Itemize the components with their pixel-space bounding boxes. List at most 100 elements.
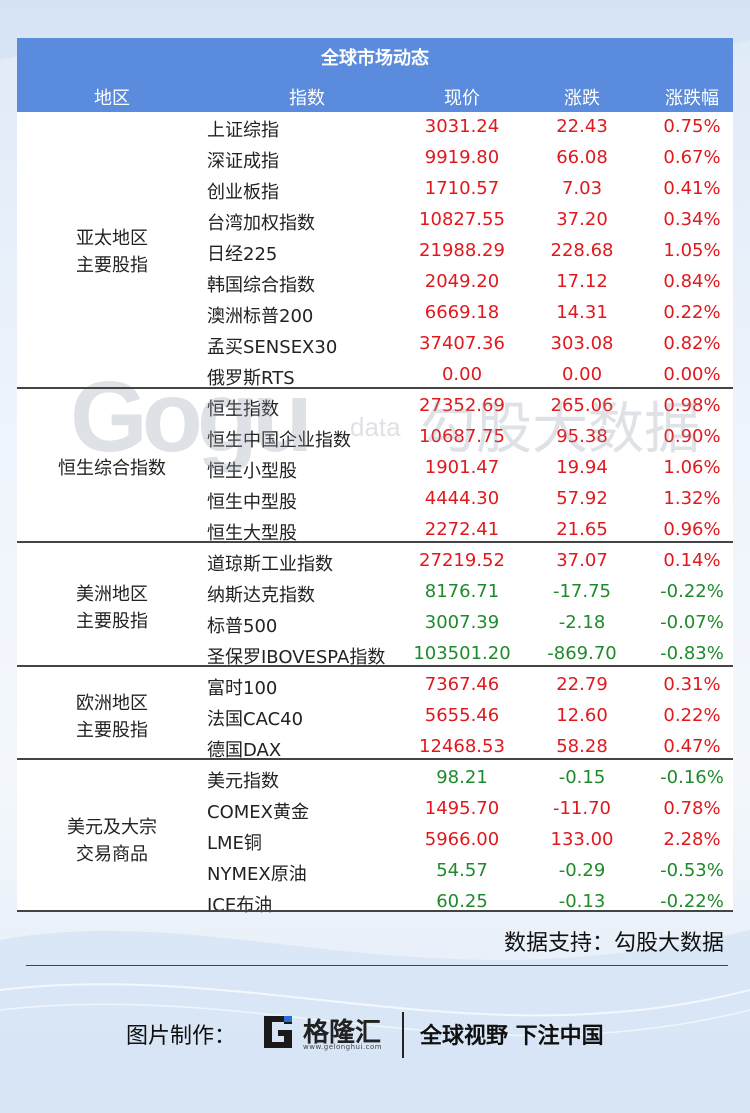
region-label-line: 美洲地区 [76,584,148,605]
change-pct-cell: -0.22% [660,891,724,912]
change-cell: 22.79 [556,674,608,695]
index-name: 法国CAC40 [207,709,304,730]
change-cell: -0.13 [558,891,606,912]
region-label-line: 美元及大宗 [67,816,157,838]
index-name: 德国DAX [207,740,282,761]
table-row: COMEX黄金 1495.70 -11.70 0.78% [17,794,733,825]
price-cell: 21988.29 [419,240,505,261]
price-cell: 4444.30 [424,488,500,509]
table-row: 法国CAC40 5655.46 12.60 0.22% [17,701,733,732]
price-cell: 98.21 [436,767,488,788]
table-row: 美元指数 98.21 -0.15 -0.16% [17,763,733,794]
group-divider [17,758,733,760]
table-row: 恒生小型股 1901.47 19.94 1.06% [17,453,733,484]
footer-label: 图片制作： [126,1024,237,1049]
change-pct-cell: 0.96% [663,519,721,540]
table-row: 恒生中型股 4444.30 57.92 1.32% [17,484,733,515]
index-name: 深证成指 [207,151,279,172]
index-name: COMEX黄金 [207,802,309,823]
table-row: 富时100 7367.46 22.79 0.31% [17,670,733,701]
change-pct-cell: 1.05% [663,240,721,261]
table-row: 圣保罗IBOVESPA指数 103501.20 -869.70 -0.83% [17,639,733,670]
table-row: 道琼斯工业指数 27219.52 37.07 0.14% [17,546,733,577]
logo-name: 格隆汇 [303,1018,382,1048]
index-name: LME铜 [207,833,262,854]
region-label: 美洲地区 主要股指 [17,581,207,635]
price-cell: 54.57 [436,860,488,881]
change-cell: 22.43 [556,116,608,137]
region-label-line: 主要股指 [76,611,148,632]
price-cell: 5966.00 [424,829,500,850]
table-row: 上证综指 3031.24 22.43 0.75% [17,112,733,143]
group-divider [17,387,733,389]
change-pct-cell: 0.22% [663,302,721,323]
price-cell: 10687.75 [419,426,505,447]
change-cell: 21.65 [556,519,608,540]
index-name: NYMEX原油 [207,864,307,885]
price-cell: 1901.47 [424,457,500,478]
change-pct-cell: 0.00% [663,364,721,385]
change-pct-cell: -0.22% [660,581,724,602]
price-cell: 27352.69 [419,395,505,416]
price-cell: 7367.46 [424,674,500,695]
table-row: 创业板指 1710.57 7.03 0.41% [17,174,733,205]
price-cell: 2049.20 [424,271,500,292]
region-label-line: 亚太地区 [76,227,148,249]
index-name: 韩国综合指数 [207,275,315,296]
table-row: 恒生大型股 2272.41 21.65 0.96% [17,515,733,546]
price-cell: 103501.20 [413,643,511,664]
price-cell: 3007.39 [424,612,500,633]
price-cell: 6669.18 [424,302,500,323]
change-cell: 37.07 [556,550,608,571]
region-label-line: 主要股指 [76,254,148,276]
region-label: 欧洲地区 主要股指 [17,690,207,744]
index-name: 日经225 [207,244,278,265]
index-name: 俄罗斯RTS [207,368,295,389]
index-name: 纳斯达克指数 [207,585,315,606]
change-cell: -0.29 [558,860,606,881]
logo-url: www.gelonghui.com [303,1043,383,1051]
change-pct-cell: 0.67% [663,147,721,168]
index-name: 恒生指数 [207,399,279,420]
index-name: 台湾加权指数 [207,213,315,234]
change-pct-cell: 2.28% [663,829,721,850]
change-cell: 58.28 [556,736,608,757]
index-name: 标普500 [207,616,278,637]
column-header-change: 涨跌 [564,88,600,109]
change-pct-cell: 0.47% [663,736,721,757]
change-cell: 95.38 [556,426,608,447]
index-name: 富时100 [207,678,278,699]
index-name: 圣保罗IBOVESPA指数 [207,647,386,668]
price-cell: 8176.71 [424,581,500,602]
table-header: 全球市场动态 地区 指数 现价 涨跌 涨跌幅 [17,38,733,112]
change-pct-cell: 0.34% [663,209,721,230]
change-cell: -17.75 [552,581,612,602]
column-header-change-pct: 涨跌幅 [665,88,719,109]
change-pct-cell: 0.41% [663,178,721,199]
region-label: 亚太地区 主要股指 [17,225,207,279]
table-row: LME铜 5966.00 133.00 2.28% [17,825,733,856]
region-label-line: 主要股指 [76,719,148,741]
column-header-price: 现价 [444,88,480,109]
change-cell: 57.92 [556,488,608,509]
change-pct-cell: 0.82% [663,333,721,354]
change-cell: 0.00 [561,364,603,385]
group-divider [17,541,733,543]
group-divider [17,665,733,667]
price-cell: 2272.41 [424,519,500,540]
change-pct-cell: 0.22% [663,705,721,726]
change-pct-cell: 0.84% [663,271,721,292]
region-label: 恒生综合指数 [17,455,207,482]
change-pct-cell: 0.90% [663,426,721,447]
change-cell: 12.60 [556,705,608,726]
table-row: 台湾加权指数 10827.55 37.20 0.34% [17,205,733,236]
table-row: 深证成指 9919.80 66.08 0.67% [17,143,733,174]
footer-separator [402,1012,404,1058]
change-pct-cell: 1.32% [663,488,721,509]
index-name: 恒生小型股 [207,461,297,482]
slogan: 全球视野 下注中国 [420,1024,604,1049]
change-pct-cell: 0.31% [663,674,721,695]
price-cell: 27219.52 [419,550,505,571]
price-cell: 1710.57 [424,178,500,199]
change-cell: 228.68 [550,240,614,261]
